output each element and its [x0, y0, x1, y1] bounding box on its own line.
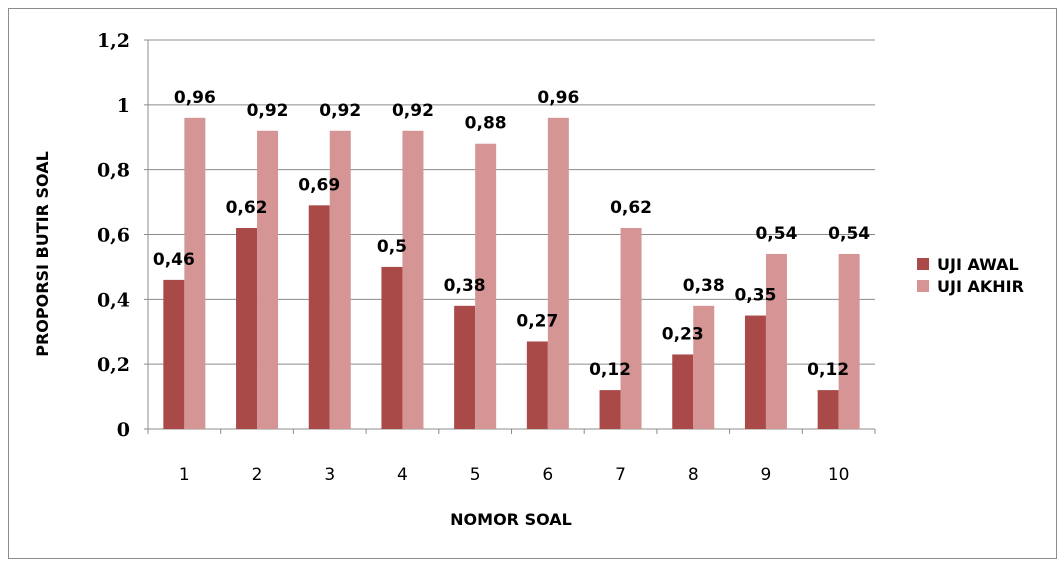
data-label: 0,12	[589, 360, 631, 380]
data-label: 0,92	[392, 101, 434, 121]
x-tick-label: 1	[179, 465, 190, 485]
legend-label-uji-akhir: UJI AKHIR	[937, 277, 1024, 296]
bars	[163, 118, 859, 429]
data-label: 0,38	[683, 276, 725, 296]
bar-uji-akhir	[184, 118, 205, 429]
bar-uji-akhir	[548, 118, 569, 429]
bar-uji-awal	[527, 341, 548, 429]
x-tick-label: 6	[542, 465, 553, 485]
x-tick-label: 8	[688, 465, 699, 485]
legend-swatch-uji-awal	[917, 258, 929, 270]
bar-uji-awal	[454, 306, 475, 429]
data-label: 0,69	[298, 175, 340, 195]
bar-uji-akhir	[402, 131, 423, 429]
data-label: 0,92	[247, 101, 289, 121]
data-label: 0,12	[807, 360, 849, 380]
data-label: 0,46	[153, 250, 195, 270]
bar-uji-awal	[163, 280, 184, 429]
data-label: 0,27	[516, 311, 558, 331]
legend: UJI AWAL UJI AKHIR	[917, 255, 1024, 296]
data-label: 0,54	[828, 224, 870, 244]
bar-uji-awal	[600, 390, 621, 429]
y-tick-label: 1	[117, 95, 130, 117]
x-tick-label: 4	[397, 465, 408, 485]
bar-uji-akhir	[257, 131, 278, 429]
data-label: 0,54	[755, 224, 797, 244]
data-label: 0,38	[444, 276, 486, 296]
data-label: 0,62	[610, 198, 652, 218]
bar-uji-awal	[309, 205, 330, 429]
bar-uji-awal	[381, 267, 402, 429]
data-label: 0,96	[174, 88, 216, 108]
data-label: 0,92	[319, 101, 361, 121]
y-tick-label: 1,2	[97, 30, 130, 52]
bar-uji-awal	[672, 354, 693, 429]
data-label: 0,5	[377, 237, 407, 257]
bar-uji-akhir	[839, 254, 860, 429]
data-label: 0,62	[226, 198, 268, 218]
y-tick-label: 0,8	[97, 160, 130, 182]
data-label: 0,35	[734, 286, 776, 306]
x-tick-label: 10	[828, 465, 850, 485]
x-tick-label: 7	[615, 465, 626, 485]
data-label: 0,88	[465, 114, 507, 134]
y-tick-label: 0,2	[97, 354, 130, 376]
legend-swatch-uji-akhir	[917, 280, 929, 292]
legend-label-uji-awal: UJI AWAL	[937, 255, 1019, 274]
bar-uji-awal	[745, 316, 766, 429]
x-tick-label: 5	[470, 465, 481, 485]
x-tick-label: 3	[324, 465, 335, 485]
data-label: 0,23	[662, 324, 704, 344]
y-tick-label: 0	[117, 419, 130, 441]
bar-uji-akhir	[621, 228, 642, 429]
x-axis-title: NOMOR SOAL	[450, 510, 572, 529]
x-tick-label: 9	[761, 465, 772, 485]
bar-uji-awal	[236, 228, 257, 429]
y-axis-ticks: 0 0,2 0,4 0,6 0,8 1 1,2	[97, 30, 130, 441]
data-label: 0,96	[537, 88, 579, 108]
x-axis-ticks: 1 2 3 4 5 6 7 8 9 10	[179, 465, 850, 485]
y-axis-title: PROPORSI BUTIR SOAL	[33, 151, 52, 357]
y-tick-label: 0,6	[97, 225, 130, 247]
bar-uji-akhir	[766, 254, 787, 429]
bar-uji-awal	[818, 390, 839, 429]
x-tick-label: 2	[252, 465, 263, 485]
y-tick-label: 0,4	[97, 289, 130, 311]
